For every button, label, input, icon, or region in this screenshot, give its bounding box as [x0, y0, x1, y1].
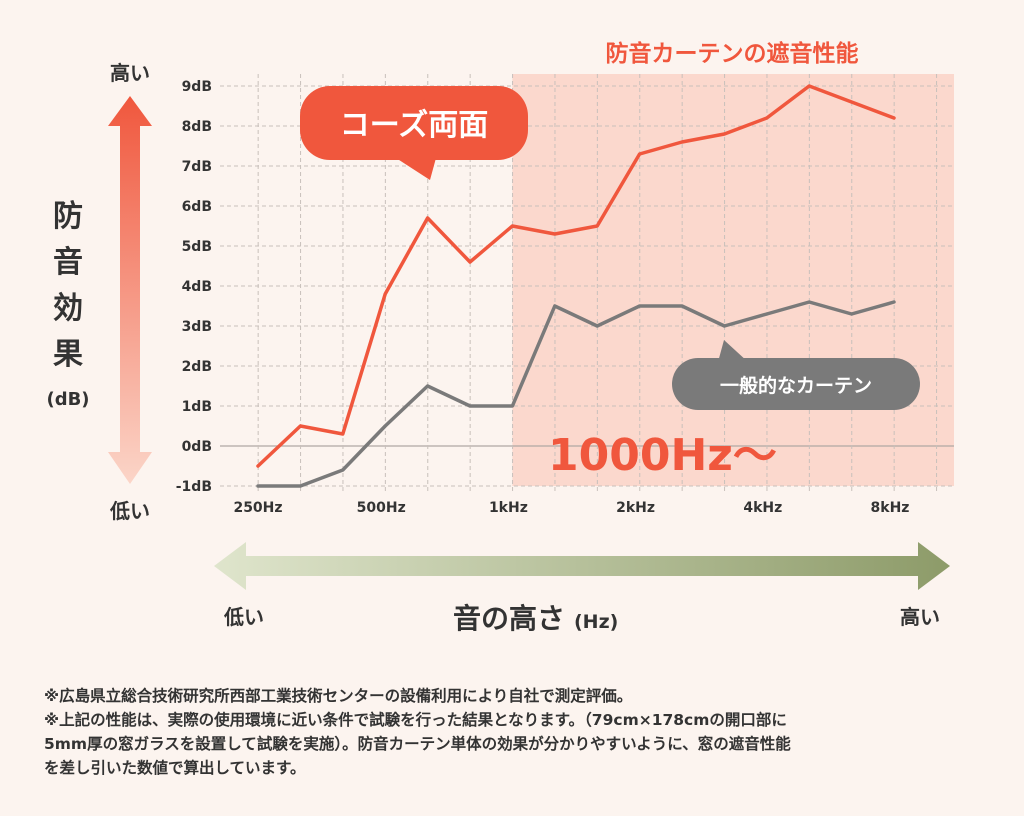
series-1-label: コーズ両面 — [340, 108, 489, 143]
y-tick-label: 1dB — [182, 399, 212, 415]
footnote-line: ※上記の性能は、実際の使用環境に近い条件で試験を行った結果となります。（79cm… — [44, 711, 787, 729]
x-tick-label: 2kHz — [616, 500, 655, 516]
x-tick-label: 1kHz — [489, 500, 528, 516]
y-axis-arrow — [108, 96, 152, 484]
y-tick-label: 2dB — [182, 359, 212, 375]
y-tick-label: 6dB — [182, 199, 212, 215]
highlight-region — [512, 74, 954, 486]
grid — [220, 74, 954, 494]
region-note: 1000Hz〜 — [548, 430, 777, 481]
x-high-label: 高い — [900, 605, 940, 629]
footnote-line: 5mm厚の窓ガラスを設置して試験を実施）。防音カーテン単体の効果が分かりやすいよ… — [44, 735, 791, 753]
footnote-line: ※広島県立総合技術研究所西部工業技術センターの設備利用により自社で測定評価。 — [44, 687, 633, 705]
y-tick-label: 0dB — [182, 439, 212, 455]
x-tick-label: 500Hz — [357, 500, 406, 516]
y-axis-label-char: 防 — [53, 199, 83, 234]
x-axis-unit: (Hz) — [574, 611, 618, 633]
y-high-label: 高い — [110, 61, 150, 85]
y-axis-unit: (dB) — [46, 389, 89, 410]
y-tick-label: 3dB — [182, 319, 212, 335]
y-tick-label: 4dB — [182, 279, 212, 295]
x-tick-label: 250Hz — [233, 500, 282, 516]
y-axis-label-char: 効 — [53, 291, 83, 326]
x-tick-label: 8kHz — [871, 500, 910, 516]
series-2-label: 一般的なカーテン — [720, 374, 872, 397]
series-2-line — [256, 300, 896, 488]
y-tick-label: 9dB — [182, 79, 212, 95]
footnotes: ※広島県立総合技術研究所西部工業技術センターの設備利用により自社で測定評価。 ※… — [44, 684, 1004, 780]
x-low-label: 低い — [223, 605, 264, 629]
y-tick-label: 7dB — [182, 159, 212, 175]
y-axis-label-char: 果 — [53, 337, 83, 372]
y-tick-labels: -1dB 0dB 1dB 2dB 3dB 4dB 5dB 6dB 7dB 8dB 9dB — [176, 79, 212, 495]
x-axis-label: 音の高さ — [453, 602, 565, 635]
series-2-callout: 一般的なカーテン — [672, 340, 920, 410]
y-tick-label: 5dB — [182, 239, 212, 255]
series-1-callout: コーズ両面 — [300, 86, 528, 180]
footnote-line: を差し引いた数値で算出しています。 — [44, 759, 306, 777]
y-low-label: 低い — [109, 499, 150, 523]
region-label: 防音カーテンの遮音性能 — [606, 40, 859, 67]
x-axis-arrow — [214, 542, 950, 590]
y-tick-label: -1dB — [176, 479, 212, 495]
x-tick-labels: 250Hz 500Hz 1kHz 2kHz 4kHz 8kHz — [233, 500, 909, 516]
y-axis-label-char: 音 — [53, 245, 83, 280]
series-lines — [256, 84, 896, 488]
series-1-line — [256, 84, 896, 468]
y-tick-label: 8dB — [182, 119, 212, 135]
x-tick-label: 4kHz — [743, 500, 782, 516]
